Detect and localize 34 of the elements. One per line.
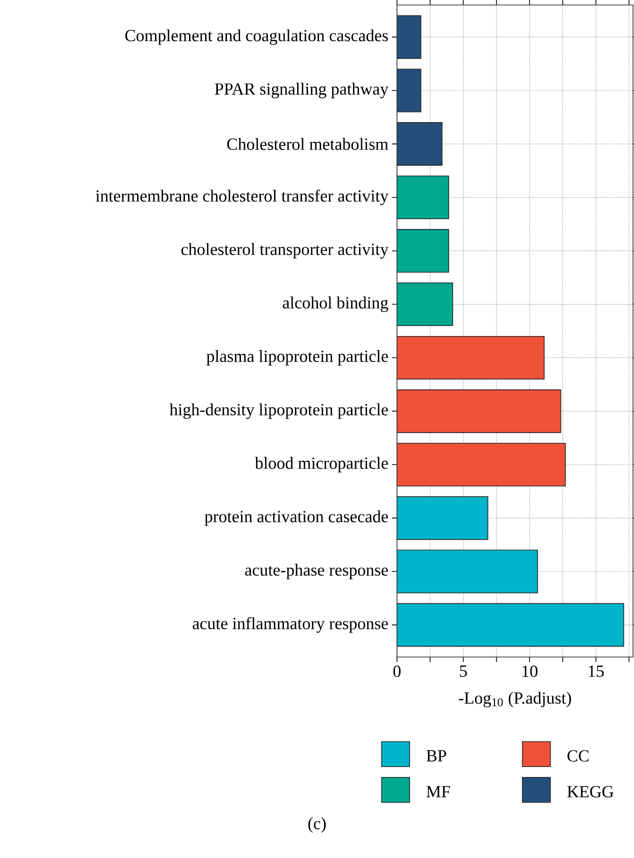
bar (397, 15, 422, 59)
legend-label: KEGG (567, 786, 614, 798)
y-tick-label: Cholesterol metabolism (227, 138, 388, 150)
y-tick-label: high-density lipoprotein particle (170, 403, 388, 419)
bar (397, 282, 454, 326)
bar (397, 68, 422, 112)
bar (397, 176, 450, 220)
bar (397, 603, 624, 647)
bar (397, 229, 450, 273)
y-tick-label: acute inflammatory response (192, 617, 388, 633)
x-tick-label: 10 (522, 666, 538, 678)
x-tick-label: 5 (460, 666, 467, 677)
y-tick-label: plasma lipoprotein particle (206, 350, 388, 366)
bar (397, 496, 488, 540)
y-tick-label: PPAR signalling pathway (214, 82, 388, 98)
y-tick-label: Complement and coagulation cascades (125, 29, 388, 45)
legend-label: BP (426, 750, 446, 762)
bar (397, 389, 562, 433)
y-tick-label: cholesterol transporter activity (181, 243, 388, 259)
x-tick-label: 0 (393, 666, 401, 678)
y-tick-label: protein activation casecade (204, 510, 388, 526)
y-tick-label: acute-phase response (245, 564, 388, 580)
legend-label: CC (567, 750, 589, 762)
x-axis-title: -Log$_{10}$ (P.adjust) (458, 692, 571, 708)
y-tick-label: alcohol binding (282, 296, 388, 312)
bar (397, 122, 442, 166)
bar (397, 336, 545, 380)
x-tick-label: 15 (588, 666, 604, 677)
bar (397, 550, 538, 594)
y-tick-label: blood microparticle (254, 456, 388, 472)
legend-label: MF (426, 786, 450, 798)
text: (c) (308, 817, 326, 833)
y-tick-label: intermembrane cholesterol transfer activity (96, 190, 388, 206)
bar (397, 442, 566, 486)
